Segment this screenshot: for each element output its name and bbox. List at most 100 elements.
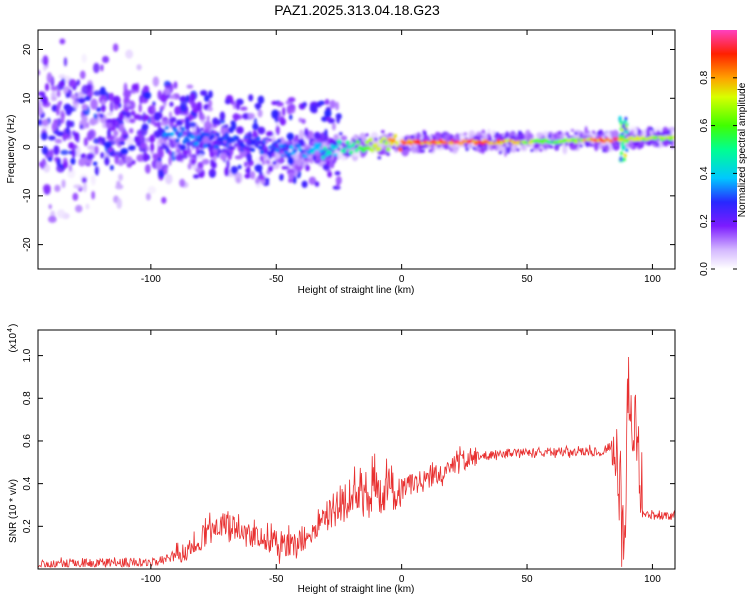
spectrogram-cell xyxy=(101,137,106,146)
spectrogram-cell xyxy=(78,158,86,167)
spectrogram-cell xyxy=(584,140,589,144)
spectrogram-cell xyxy=(407,148,411,152)
snr-xlabel: Height of straight line (km) xyxy=(298,584,415,595)
spectrogram-cell xyxy=(625,148,629,153)
spectrogram-ridge-cell xyxy=(322,146,328,151)
spectrogram-ridge-cell xyxy=(282,143,287,148)
spectrogram-cell xyxy=(38,119,43,126)
spectrogram-ridge-cell xyxy=(275,148,280,153)
spectrogram-xlabel: Height of straight line (km) xyxy=(298,285,415,296)
spectrogram-cell xyxy=(536,132,543,139)
spectrogram-cell xyxy=(329,99,336,109)
spectrogram-cell xyxy=(336,114,340,124)
spectrogram-cell xyxy=(143,91,152,100)
spectrogram-cell xyxy=(158,148,164,159)
spectrogram-ridge-cell xyxy=(194,141,199,146)
spectrogram-cell xyxy=(226,152,231,156)
spectrogram-cell xyxy=(284,147,289,151)
spectrogram-cell xyxy=(496,144,504,151)
spectrogram-cell xyxy=(637,129,641,133)
spectrogram-cell xyxy=(128,127,134,134)
spectrogram-cell xyxy=(491,130,496,136)
spectrogram-cell xyxy=(127,144,136,151)
spectrogram-cell xyxy=(248,131,252,141)
spectrogram-ridge-cell xyxy=(162,132,168,137)
spectrogram-cell xyxy=(264,177,270,183)
spectrogram-cell xyxy=(257,126,266,135)
spectrogram-cell xyxy=(365,133,369,137)
spectrogram-cell xyxy=(388,133,392,137)
colorbar-tick-label: 0.0 xyxy=(699,262,710,276)
spectrogram-cell xyxy=(621,134,625,139)
spectrogram-cell xyxy=(68,142,75,149)
spectrogram-cell xyxy=(465,147,469,151)
spectrogram-cell xyxy=(153,130,159,137)
spectrogram-cell xyxy=(598,129,603,134)
spectrogram-cell xyxy=(42,159,46,168)
colorbar-tick-label: 0.2 xyxy=(699,214,710,228)
spectrogram-cell xyxy=(122,134,129,139)
spectrogram-cell xyxy=(549,145,554,149)
spectrogram-cell xyxy=(81,115,88,124)
spectrogram-cell xyxy=(208,99,213,108)
spectrogram-cell xyxy=(61,179,66,189)
spectrogram-cell xyxy=(331,122,336,131)
spectrogram-cell xyxy=(169,101,174,107)
spectrogram-cell xyxy=(201,158,210,165)
spectrogram-cell xyxy=(554,144,560,151)
spectrogram-cell xyxy=(56,131,64,137)
spectrogram-cell xyxy=(242,147,246,151)
spectrogram-cell xyxy=(239,106,248,111)
spectrogram-ridge-cell xyxy=(370,147,375,153)
spectrogram-cell xyxy=(295,134,299,139)
spectrogram-cell xyxy=(186,84,194,89)
spectrogram-cell xyxy=(238,139,243,143)
spectrogram-ridge-cell xyxy=(658,135,663,139)
spectrogram-cell xyxy=(254,102,262,109)
spectrogram-cell xyxy=(179,178,186,188)
spectrogram-cell xyxy=(142,152,149,162)
spectrogram-cell xyxy=(90,174,96,186)
spectrogram-ridge-cell xyxy=(345,140,350,145)
spectrogram-cell xyxy=(232,113,241,120)
spectrogram-cell xyxy=(180,119,185,123)
spectrogram-cell xyxy=(242,113,250,120)
spectrogram-cell xyxy=(145,192,151,201)
spectrogram-cell xyxy=(334,171,341,176)
spectrogram-cell xyxy=(224,124,229,128)
spectrogram-cell xyxy=(186,142,190,146)
spectrogram-cell xyxy=(42,64,47,72)
spectrogram-cell xyxy=(579,144,584,148)
spectrogram-cell xyxy=(586,130,591,134)
spectrogram-cell xyxy=(625,139,629,144)
spectrogram-cell xyxy=(93,90,102,96)
spectrogram-cell xyxy=(207,106,213,112)
spectrogram-cell xyxy=(658,132,663,136)
spectrogram-cell xyxy=(570,128,575,133)
spectrogram-cell xyxy=(565,132,569,136)
spectrogram-cell xyxy=(112,43,119,52)
spectrogram-cell xyxy=(76,79,80,86)
spectrogram-cell xyxy=(428,149,433,153)
spectrogram-cell xyxy=(653,143,657,147)
spectrogram-cell xyxy=(104,141,112,149)
spectrogram-ridge-cell xyxy=(210,134,215,139)
spectrogram-cell xyxy=(247,113,255,119)
spectrogram-cell xyxy=(254,156,261,166)
y-tick-label: 0.8 xyxy=(22,391,33,405)
spectrogram-ridge-cell xyxy=(185,138,191,143)
spectrogram-cell xyxy=(326,160,330,167)
spectrogram-cell xyxy=(301,180,308,188)
spectrogram-cell xyxy=(309,103,318,113)
spectrogram-cell xyxy=(624,116,628,121)
spectrogram-ridge-cell xyxy=(387,137,393,142)
spectrogram-cell xyxy=(498,150,503,155)
spectrogram-cell xyxy=(38,106,44,116)
spectrogram-ridge-cell xyxy=(250,147,256,153)
spectrogram-ridge-cell xyxy=(672,135,675,139)
spectrogram-cell xyxy=(58,80,66,88)
spectrogram-cell xyxy=(337,147,341,151)
snr-axes: -100 -50 0 50 100 0.2 0.4 0.6 0.8 1.0 xyxy=(22,330,675,585)
y-tick-label: 0.4 xyxy=(22,476,33,490)
spectrogram-cell xyxy=(244,138,248,142)
